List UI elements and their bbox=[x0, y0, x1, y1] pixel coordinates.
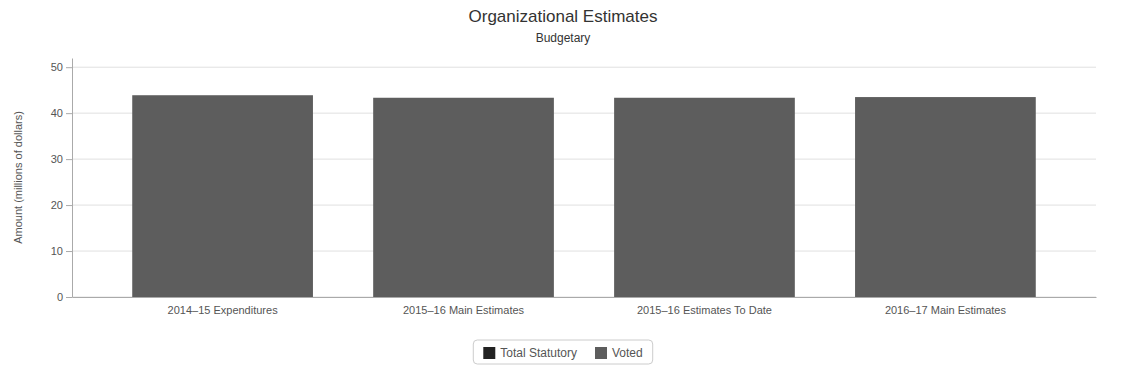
y-tick: 20 bbox=[51, 199, 72, 211]
legend: Total Statutory Voted bbox=[473, 340, 652, 364]
legend-items: Total Statutory Voted bbox=[483, 346, 642, 360]
y-tick-label: 40 bbox=[51, 107, 63, 119]
bar bbox=[373, 98, 554, 297]
legend-label: Total Statutory bbox=[500, 346, 577, 360]
bar bbox=[614, 98, 795, 297]
bar bbox=[132, 95, 313, 297]
y-tick-mark bbox=[66, 251, 72, 252]
bar bbox=[373, 97, 554, 98]
legend-swatch bbox=[483, 347, 495, 359]
y-axis-title: Amount (millions of dollars) bbox=[12, 111, 24, 244]
x-tick: 2015–16 Estimates To Date bbox=[637, 304, 772, 316]
legend-box bbox=[473, 340, 652, 364]
x-axis: 2014–15 Expenditures 2015–16 Main Estimat… bbox=[73, 298, 1097, 316]
x-tick: 2016–17 Main Estimates bbox=[885, 304, 1007, 316]
y-tick-label: 50 bbox=[51, 61, 63, 73]
bar bbox=[855, 97, 1036, 297]
chart: Organizational Estimates Budgetary 2014–15… bbox=[0, 0, 1126, 379]
x-tick: 2014–15 Expenditures bbox=[168, 304, 279, 316]
subtitle: Budgetary bbox=[536, 31, 591, 45]
y-tick-label: 10 bbox=[51, 245, 63, 257]
bar bbox=[132, 95, 313, 96]
bar-series bbox=[132, 95, 1036, 297]
y-tick-label: 20 bbox=[51, 199, 63, 211]
y-tick-label: 30 bbox=[51, 153, 63, 165]
plot: 2014–15 Expenditures 2015–16 Main Estimat… bbox=[51, 59, 1097, 316]
y-tick: 10 bbox=[51, 245, 72, 257]
x-tick-label: 2015–16 Main Estimates bbox=[403, 304, 525, 316]
x-tick-label: 2014–15 Expenditures bbox=[168, 304, 279, 316]
bar bbox=[855, 97, 1036, 98]
y-axis-line bbox=[72, 59, 73, 298]
y-tick: 30 bbox=[51, 153, 72, 165]
y-tick-label: 0 bbox=[57, 291, 63, 303]
y-tick-mark bbox=[66, 205, 72, 206]
y-tick-mark bbox=[66, 297, 72, 298]
y-tick-mark bbox=[66, 67, 72, 68]
x-tick-label: 2016–17 Main Estimates bbox=[885, 304, 1007, 316]
y-tick: 0 bbox=[57, 291, 72, 303]
y-tick-mark bbox=[66, 113, 72, 114]
x-axis-line bbox=[73, 297, 1097, 298]
title: Organizational Estimates bbox=[469, 7, 658, 26]
bars bbox=[132, 95, 1036, 297]
legend-label: Voted bbox=[612, 346, 643, 360]
legend-item: Voted bbox=[595, 346, 643, 360]
x-tick-label: 2015–16 Estimates To Date bbox=[637, 304, 772, 316]
y-tick: 40 bbox=[51, 107, 72, 119]
bar bbox=[614, 97, 795, 98]
y-tick: 50 bbox=[51, 61, 72, 73]
y-axis: 0 10 20 30 40 50 bbox=[51, 59, 73, 304]
legend-item: Total Statutory bbox=[483, 346, 577, 360]
legend-swatch bbox=[595, 347, 607, 359]
grid bbox=[72, 67, 1096, 297]
grid-line bbox=[72, 67, 1096, 68]
x-tick: 2015–16 Main Estimates bbox=[403, 304, 525, 316]
y-tick-mark bbox=[66, 159, 72, 160]
